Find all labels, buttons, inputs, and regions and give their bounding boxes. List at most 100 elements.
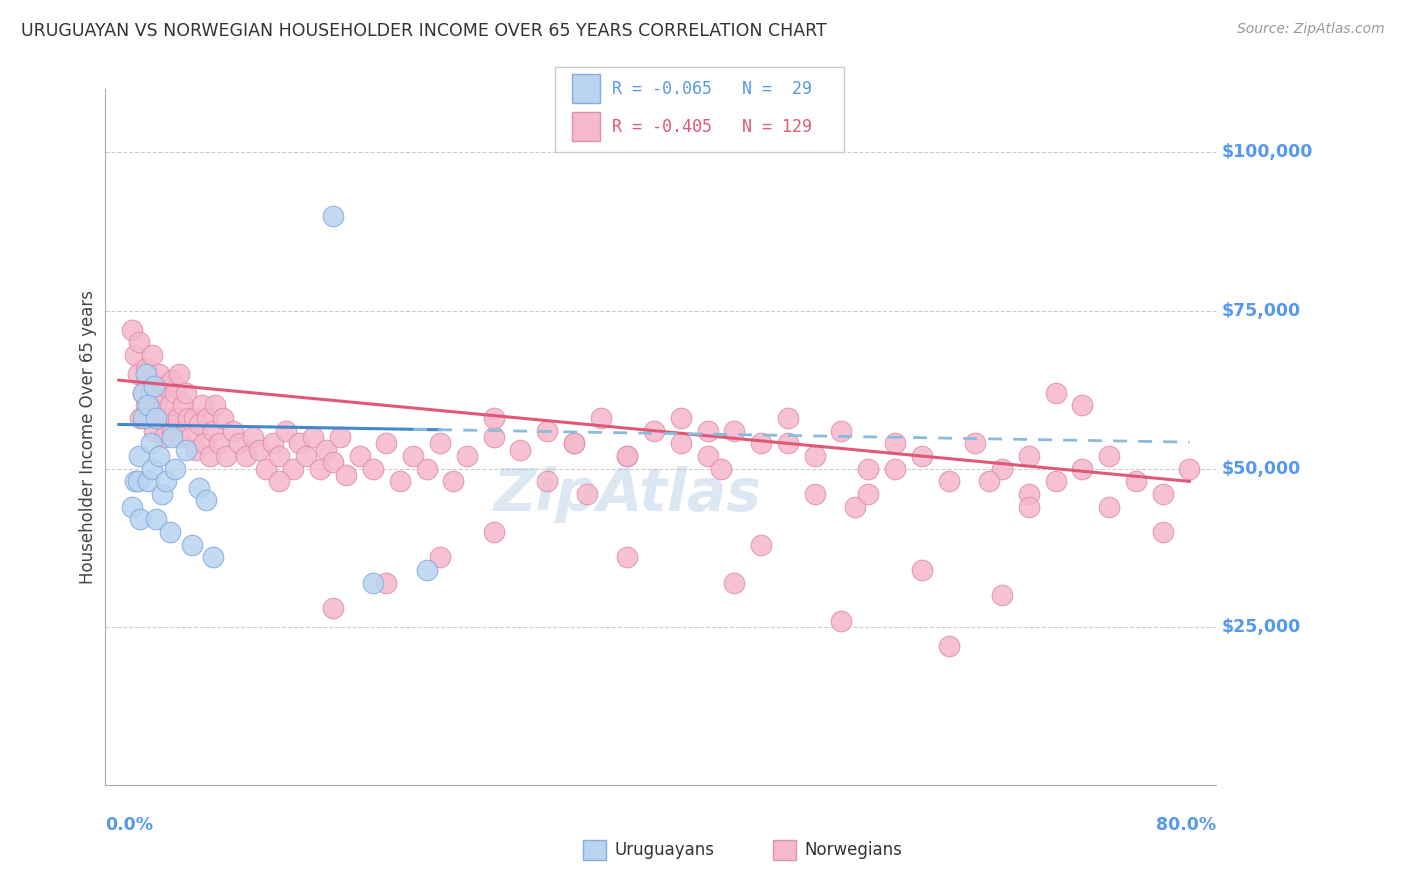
Point xyxy=(696,424,718,438)
Point xyxy=(150,385,173,400)
Point xyxy=(139,436,162,450)
Text: 0.0%: 0.0% xyxy=(105,816,153,834)
Point xyxy=(295,449,318,463)
Point xyxy=(536,424,558,438)
Point xyxy=(696,449,718,463)
Point xyxy=(482,430,505,444)
Point xyxy=(127,475,149,489)
Point xyxy=(128,449,150,463)
Point xyxy=(415,563,437,577)
Point xyxy=(172,399,194,413)
Point xyxy=(177,411,200,425)
Point xyxy=(1045,385,1067,400)
Point xyxy=(181,538,204,552)
Point xyxy=(167,367,190,381)
Point xyxy=(858,487,880,501)
Point xyxy=(188,417,211,432)
Point xyxy=(589,411,612,425)
Point xyxy=(776,411,799,425)
Point xyxy=(1125,475,1147,489)
Point xyxy=(124,475,146,489)
Text: $50,000: $50,000 xyxy=(1222,459,1301,478)
Text: URUGUAYAN VS NORWEGIAN HOUSEHOLDER INCOME OVER 65 YEARS CORRELATION CHART: URUGUAYAN VS NORWEGIAN HOUSEHOLDER INCOM… xyxy=(21,22,827,40)
Point xyxy=(221,424,243,438)
Point xyxy=(121,500,143,514)
Point xyxy=(128,335,150,350)
Point xyxy=(456,449,478,463)
Point xyxy=(174,442,197,457)
Point xyxy=(195,411,218,425)
Point xyxy=(242,430,264,444)
Point xyxy=(858,461,880,475)
Point xyxy=(776,436,799,450)
Point xyxy=(482,524,505,539)
Point xyxy=(482,411,505,425)
Point xyxy=(1098,449,1121,463)
Point xyxy=(991,588,1014,602)
Point xyxy=(269,475,291,489)
Point xyxy=(335,468,357,483)
Point xyxy=(375,436,398,450)
Point xyxy=(163,461,186,475)
Point xyxy=(155,379,177,393)
Point xyxy=(616,449,638,463)
Text: Source: ZipAtlas.com: Source: ZipAtlas.com xyxy=(1237,22,1385,37)
Point xyxy=(188,481,211,495)
Text: Norwegians: Norwegians xyxy=(804,841,903,859)
Point xyxy=(150,487,173,501)
Point xyxy=(429,550,451,565)
Point xyxy=(135,360,157,375)
Point xyxy=(1071,461,1094,475)
Point xyxy=(1018,500,1040,514)
Point xyxy=(911,449,934,463)
Point xyxy=(235,449,257,463)
Point xyxy=(749,538,772,552)
Point xyxy=(669,411,692,425)
Point xyxy=(375,575,398,590)
Point xyxy=(201,424,224,438)
Point xyxy=(174,385,197,400)
Text: R = -0.065   N =  29: R = -0.065 N = 29 xyxy=(612,79,811,97)
Point xyxy=(288,436,311,450)
Point xyxy=(162,424,184,438)
Point xyxy=(127,367,149,381)
Point xyxy=(562,436,585,450)
Point xyxy=(322,455,344,469)
Point xyxy=(1152,487,1174,501)
Point xyxy=(803,449,825,463)
Point xyxy=(723,575,745,590)
Point xyxy=(1071,399,1094,413)
Point xyxy=(132,385,155,400)
Point xyxy=(361,461,384,475)
Text: $75,000: $75,000 xyxy=(1222,301,1301,319)
Y-axis label: Householder Income Over 65 years: Householder Income Over 65 years xyxy=(79,290,97,584)
Point xyxy=(562,436,585,450)
Point xyxy=(145,411,167,425)
Point xyxy=(803,487,825,501)
Point xyxy=(163,385,186,400)
Point xyxy=(145,512,167,526)
Point xyxy=(302,430,325,444)
Point xyxy=(204,399,226,413)
Point xyxy=(136,411,159,425)
Point xyxy=(1178,461,1201,475)
Point xyxy=(308,461,330,475)
Point xyxy=(415,461,437,475)
Point xyxy=(361,575,384,590)
Point xyxy=(215,449,238,463)
Point xyxy=(329,430,352,444)
Point xyxy=(141,461,163,475)
Point xyxy=(1045,475,1067,489)
Point xyxy=(669,436,692,450)
Point xyxy=(208,436,231,450)
Point xyxy=(991,461,1014,475)
Point xyxy=(710,461,733,475)
Point xyxy=(509,442,531,457)
Point xyxy=(148,411,170,425)
Point xyxy=(643,424,665,438)
Point xyxy=(262,436,284,450)
Point xyxy=(274,424,297,438)
Point xyxy=(322,600,344,615)
Point xyxy=(148,449,170,463)
Point xyxy=(159,524,181,539)
